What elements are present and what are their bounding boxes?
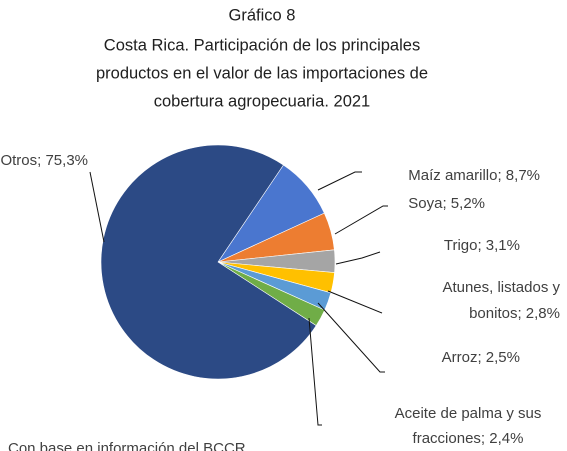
chart-title: Costa Rica. Participación de los princip… bbox=[104, 36, 420, 54]
leader-line bbox=[335, 251, 381, 265]
data-label: bonitos; 2,8% bbox=[469, 305, 560, 322]
data-label: fracciones; 2,4% bbox=[413, 430, 524, 447]
data-label: Atunes, listados y bbox=[442, 279, 560, 296]
chart-title: cobertura agropecuaria. 2021 bbox=[154, 92, 370, 110]
pie-slice bbox=[100, 144, 317, 380]
data-label: Otros; 75,3% bbox=[0, 152, 88, 169]
data-label: Maíz amarillo; 8,7% bbox=[408, 167, 540, 184]
chart-title: Gráfico 8 bbox=[229, 6, 296, 24]
data-label: Soya; 5,2% bbox=[408, 195, 485, 212]
chart-title: productos en el valor de las importacion… bbox=[96, 64, 428, 82]
data-label: Aceite de palma y sus bbox=[395, 405, 542, 422]
leader-line bbox=[327, 290, 383, 314]
leader-line bbox=[334, 205, 388, 235]
data-label: Trigo; 3,1% bbox=[444, 237, 520, 254]
leader-line bbox=[317, 302, 385, 373]
leader-line bbox=[89, 171, 105, 243]
leader-line bbox=[317, 171, 362, 191]
source-note: Con base en información del BCCR bbox=[8, 440, 246, 451]
data-label: Arroz; 2,5% bbox=[442, 349, 520, 366]
leader-line bbox=[308, 317, 322, 426]
